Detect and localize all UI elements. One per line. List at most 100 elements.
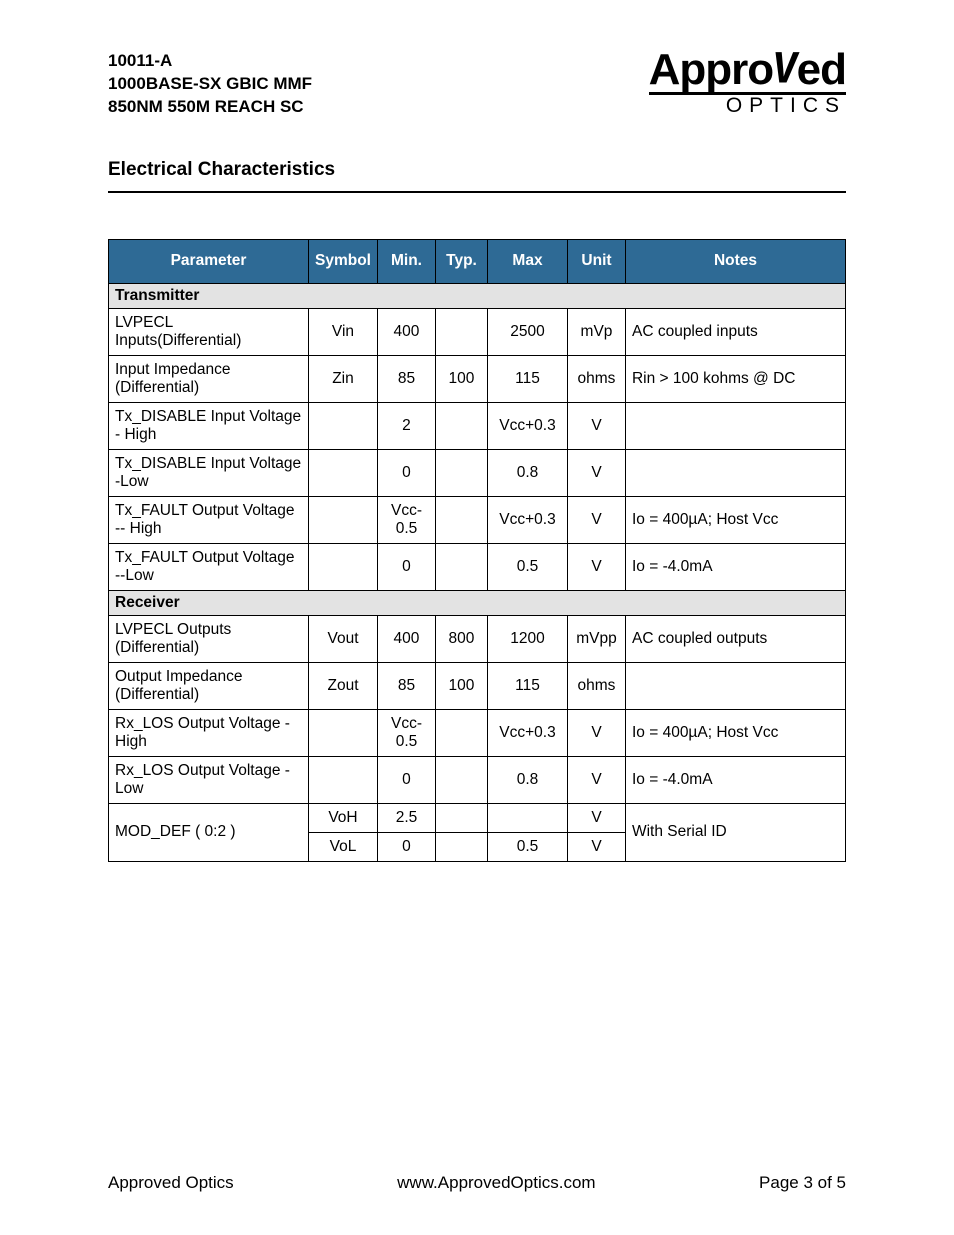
col-min: Min. bbox=[377, 239, 435, 283]
cell-notes: Io = 400µA; Host Vcc bbox=[625, 496, 845, 543]
table-row: Rx_LOS Output Voltage -Low00.8VIo = -4.0… bbox=[109, 756, 846, 803]
part-number: 10011-A bbox=[108, 50, 312, 73]
cell-typ: 100 bbox=[435, 662, 487, 709]
cell-unit: V bbox=[567, 449, 625, 496]
footer-page: Page 3 of 5 bbox=[759, 1173, 846, 1193]
col-unit: Unit bbox=[567, 239, 625, 283]
cell-max: 0.5 bbox=[487, 832, 567, 861]
cell-min: 85 bbox=[377, 662, 435, 709]
table-row: Tx_DISABLE Input Voltage -Low 0 0.8V bbox=[109, 449, 846, 496]
footer-url: www.ApprovedOptics.com bbox=[397, 1173, 595, 1193]
cell-param: Tx_DISABLE Input Voltage -Low bbox=[109, 449, 309, 496]
cell-symbol: Zin bbox=[309, 355, 378, 402]
cell-notes: AC coupled outputs bbox=[625, 615, 845, 662]
cell-unit: V bbox=[567, 543, 625, 590]
cell-notes: Io = -4.0mA bbox=[625, 756, 845, 803]
cell-typ: 100 bbox=[435, 355, 487, 402]
cell-typ bbox=[435, 803, 487, 832]
cell-max: 0.8 bbox=[487, 756, 567, 803]
cell-param: Output Impedance (Differential) bbox=[109, 662, 309, 709]
cell-param: MOD_DEF ( 0:2 ) bbox=[109, 803, 309, 861]
table-header-row: Parameter Symbol Min. Typ. Max Unit Note… bbox=[109, 239, 846, 283]
cell-typ bbox=[435, 308, 487, 355]
cell-symbol bbox=[309, 449, 378, 496]
cell-unit: V bbox=[567, 832, 625, 861]
cell-symbol bbox=[309, 756, 378, 803]
cell-symbol: Vin bbox=[309, 308, 378, 355]
part-info: 10011-A 1000BASE-SX GBIC MMF 850NM 550M … bbox=[108, 50, 312, 119]
table-row: Input Impedance (Differential)Zin8510011… bbox=[109, 355, 846, 402]
cell-max: 1200 bbox=[487, 615, 567, 662]
cell-typ bbox=[435, 832, 487, 861]
cell-max: 0.8 bbox=[487, 449, 567, 496]
cell-symbol: Zout bbox=[309, 662, 378, 709]
cell-param: Rx_LOS Output Voltage - High bbox=[109, 709, 309, 756]
cell-min: 0 bbox=[377, 449, 435, 496]
col-typ: Typ. bbox=[435, 239, 487, 283]
cell-unit: V bbox=[567, 756, 625, 803]
cell-min: 0 bbox=[377, 832, 435, 861]
cell-max: Vcc+0.3 bbox=[487, 402, 567, 449]
section-label: Transmitter bbox=[109, 283, 846, 308]
cell-min: 2.5 bbox=[377, 803, 435, 832]
cell-min: 85 bbox=[377, 355, 435, 402]
cell-max: 115 bbox=[487, 355, 567, 402]
cell-param: LVPECL Outputs (Differential) bbox=[109, 615, 309, 662]
cell-symbol bbox=[309, 709, 378, 756]
table-section-row: Transmitter bbox=[109, 283, 846, 308]
page-header: 10011-A 1000BASE-SX GBIC MMF 850NM 550M … bbox=[108, 50, 846, 119]
table-section-row: Receiver bbox=[109, 590, 846, 615]
table-row: Output Impedance (Differential)Zout85100… bbox=[109, 662, 846, 709]
cell-unit: V bbox=[567, 402, 625, 449]
cell-min: 2 bbox=[377, 402, 435, 449]
table-row: Tx_FAULT Output Voltage -- HighVcc-0.5Vc… bbox=[109, 496, 846, 543]
cell-symbol: Vout bbox=[309, 615, 378, 662]
cell-param: LVPECL Inputs(Differential) bbox=[109, 308, 309, 355]
cell-unit: V bbox=[567, 709, 625, 756]
part-desc-1: 1000BASE-SX GBIC MMF bbox=[108, 73, 312, 96]
cell-min: 400 bbox=[377, 615, 435, 662]
cell-typ bbox=[435, 543, 487, 590]
table-row: Rx_LOS Output Voltage - High Vcc-0.5 Vcc+0… bbox=[109, 709, 846, 756]
table-row: LVPECL Outputs (Differential)Vout4008001… bbox=[109, 615, 846, 662]
cell-typ bbox=[435, 402, 487, 449]
cell-symbol: VoL bbox=[309, 832, 378, 861]
part-desc-2: 850NM 550M REACH SC bbox=[108, 96, 312, 119]
cell-max bbox=[487, 803, 567, 832]
cell-min: Vcc-0.5 bbox=[377, 709, 435, 756]
cell-notes: Io = 400µA; Host Vcc bbox=[625, 709, 845, 756]
page-footer: Approved Optics www.ApprovedOptics.com P… bbox=[108, 1173, 846, 1193]
cell-notes: AC coupled inputs bbox=[625, 308, 845, 355]
cell-symbol bbox=[309, 496, 378, 543]
cell-notes bbox=[625, 402, 845, 449]
cell-symbol bbox=[309, 402, 378, 449]
cell-min: 0 bbox=[377, 543, 435, 590]
cell-unit: ohms bbox=[567, 355, 625, 402]
table-row: Tx_DISABLE Input Voltage - High 2 Vcc+0.3V bbox=[109, 402, 846, 449]
cell-param: Input Impedance (Differential) bbox=[109, 355, 309, 402]
cell-unit: V bbox=[567, 496, 625, 543]
cell-param: Tx_DISABLE Input Voltage - High bbox=[109, 402, 309, 449]
col-max: Max bbox=[487, 239, 567, 283]
table-row: LVPECL Inputs(Differential)Vin4002500mVp… bbox=[109, 308, 846, 355]
cell-typ: 800 bbox=[435, 615, 487, 662]
cell-symbol bbox=[309, 543, 378, 590]
table-row: Tx_FAULT Output Voltage --Low00.5VIo = -… bbox=[109, 543, 846, 590]
table-row: MOD_DEF ( 0:2 )VoH2.5VWith Serial ID bbox=[109, 803, 846, 832]
section-title: Electrical Characteristics bbox=[108, 159, 846, 181]
cell-max: Vcc+0.3 bbox=[487, 496, 567, 543]
cell-min: 400 bbox=[377, 308, 435, 355]
cell-notes bbox=[625, 662, 845, 709]
cell-unit: mVp bbox=[567, 308, 625, 355]
cell-notes: Io = -4.0mA bbox=[625, 543, 845, 590]
cell-min: Vcc-0.5 bbox=[377, 496, 435, 543]
footer-company: Approved Optics bbox=[108, 1173, 234, 1193]
cell-max: 115 bbox=[487, 662, 567, 709]
col-notes: Notes bbox=[625, 239, 845, 283]
section-label: Receiver bbox=[109, 590, 846, 615]
cell-max: Vcc+0.3 bbox=[487, 709, 567, 756]
cell-typ bbox=[435, 496, 487, 543]
cell-typ bbox=[435, 709, 487, 756]
spec-table: Parameter Symbol Min. Typ. Max Unit Note… bbox=[108, 239, 846, 862]
cell-notes bbox=[625, 449, 845, 496]
